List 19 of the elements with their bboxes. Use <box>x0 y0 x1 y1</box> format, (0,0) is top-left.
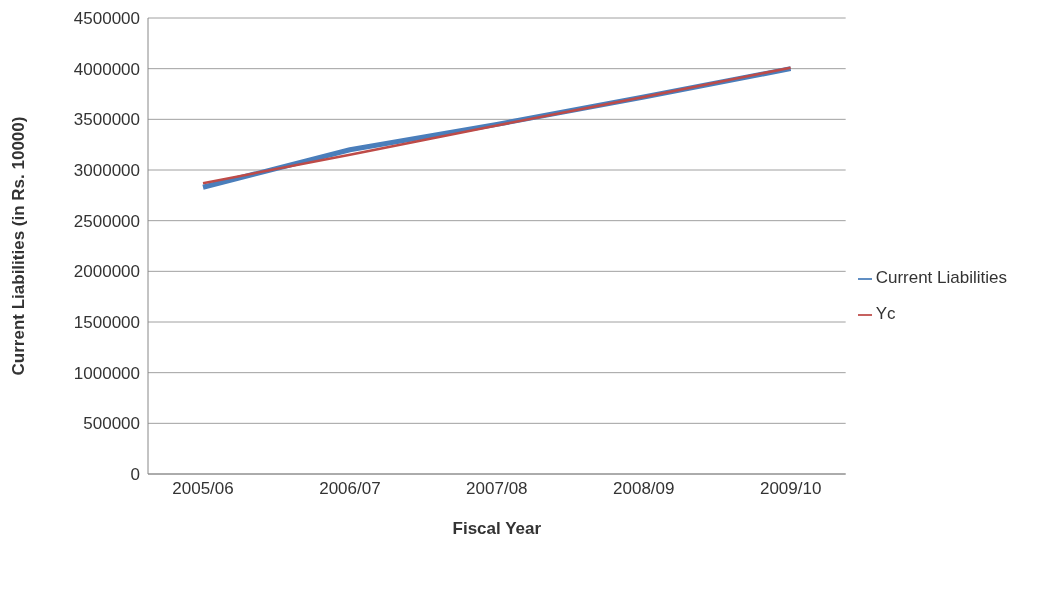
y-tick-label: 3000000 <box>73 161 140 181</box>
y-tick-label: 4000000 <box>73 59 140 79</box>
y-tick-label: 2500000 <box>73 211 140 231</box>
legend-label: Yc <box>875 304 896 323</box>
x-tick-label: 2007/08 <box>466 479 528 499</box>
y-tick-label: 4500000 <box>73 9 140 29</box>
x-tick-label: 2009/10 <box>759 479 822 499</box>
y-tick-label: 0 <box>130 465 140 485</box>
x-tick-label: 2005/06 <box>172 479 234 499</box>
y-axis-title: Current Liabilities (in Rs. 10000) <box>9 116 29 376</box>
x-tick-label: 2008/09 <box>613 479 675 499</box>
y-tick-label: 3500000 <box>73 110 140 130</box>
y-tick-label: 500000 <box>83 414 140 434</box>
x-axis-title: Fiscal Year <box>452 519 542 538</box>
legend-label: Current Liabilities <box>875 268 1007 287</box>
x-tick-label: 2006/07 <box>319 479 381 499</box>
y-tick-label: 1500000 <box>73 313 140 333</box>
y-tick-label: 1000000 <box>73 363 140 383</box>
y-tick-label: 2000000 <box>73 262 140 282</box>
